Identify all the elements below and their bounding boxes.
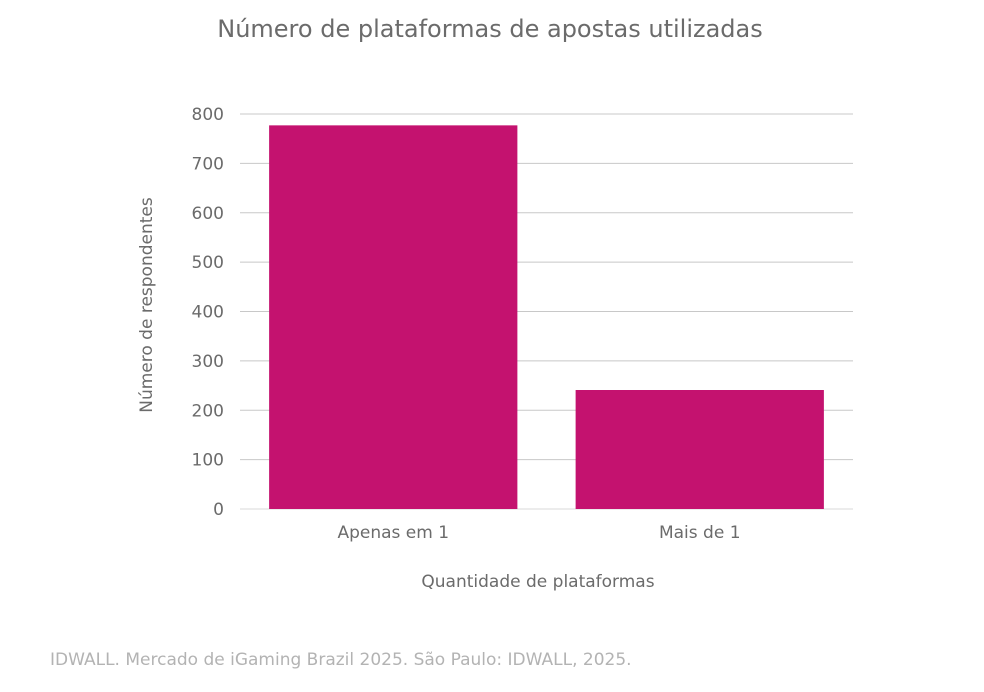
x-axis-label: Quantidade de plataformas	[421, 572, 654, 592]
source-note: IDWALL. Mercado de iGaming Brazil 2025. …	[50, 650, 632, 670]
y-tick-label: 500	[192, 253, 224, 273]
x-tick-label: Mais de 1	[659, 523, 741, 543]
y-tick-label: 700	[192, 154, 224, 174]
x-tick-label: Apenas em 1	[337, 523, 449, 543]
y-tick-label: 0	[213, 500, 224, 520]
bar	[269, 125, 518, 509]
bar	[575, 390, 824, 509]
y-tick-label: 800	[192, 105, 224, 125]
chart-title: Número de plataformas de apostas utiliza…	[217, 15, 763, 43]
y-tick-label: 200	[192, 401, 224, 421]
y-axis-label: Número de respondentes	[137, 197, 157, 413]
y-tick-label: 600	[192, 204, 224, 224]
bars	[269, 125, 824, 509]
x-axis-ticks: Apenas em 1 Mais de 1	[337, 523, 740, 543]
y-tick-label: 100	[192, 451, 224, 471]
y-axis-ticks: 0 100 200 300 400 500 600 700 800	[192, 105, 224, 520]
y-tick-label: 400	[192, 303, 224, 323]
y-tick-label: 300	[192, 352, 224, 372]
